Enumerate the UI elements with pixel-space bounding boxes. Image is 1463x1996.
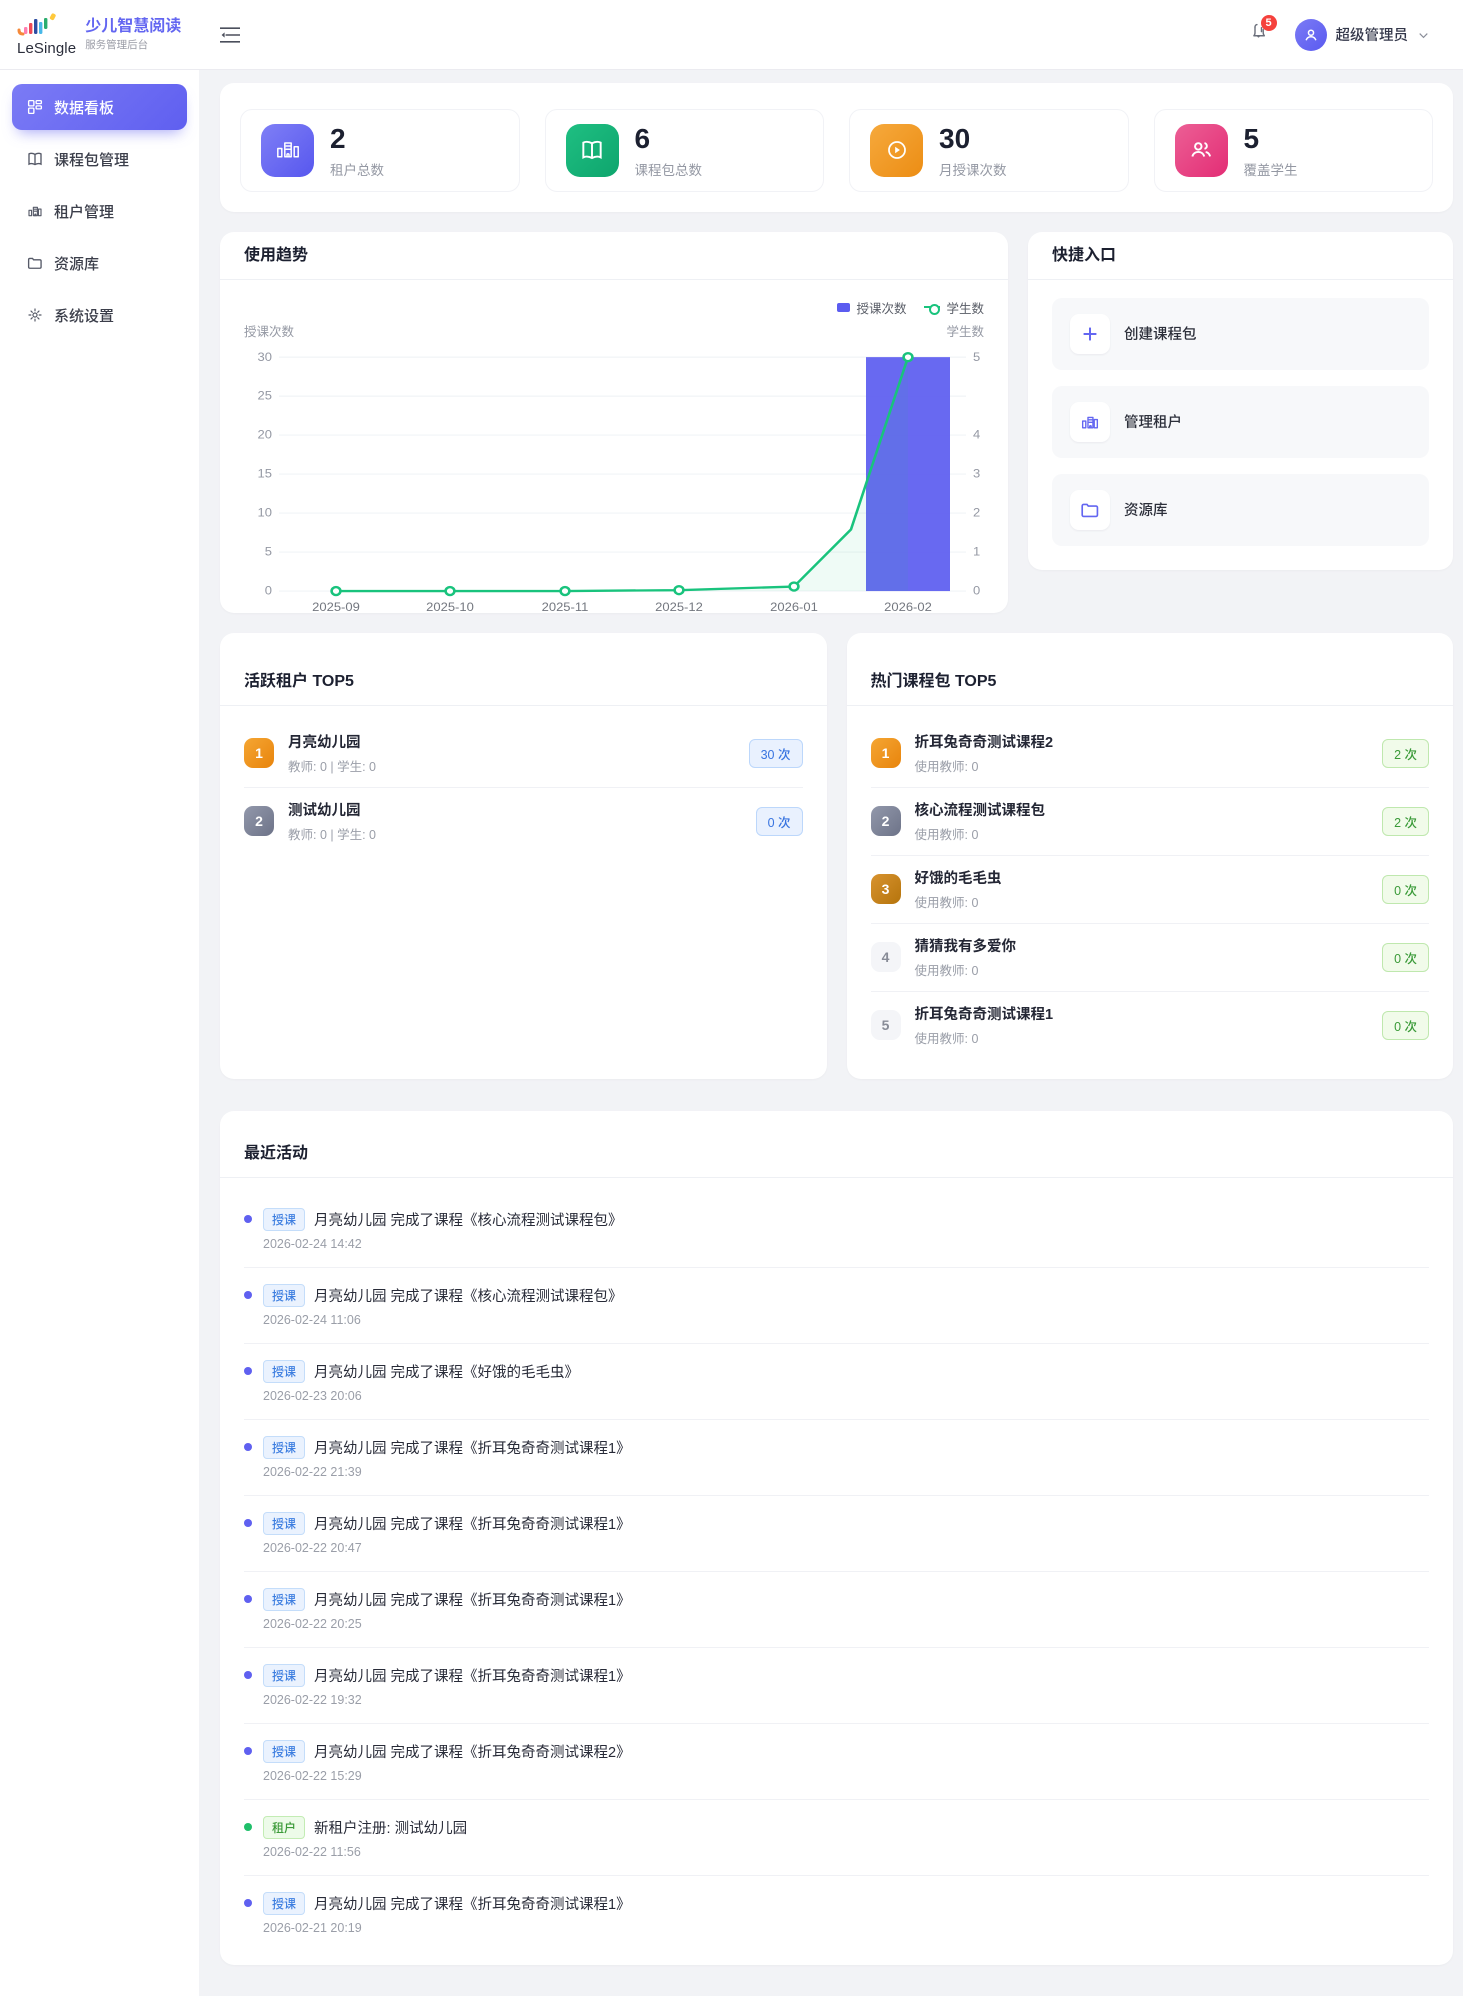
svg-text:5: 5 <box>973 350 980 363</box>
svg-text:5: 5 <box>265 545 272 558</box>
svg-text:2026-02: 2026-02 <box>884 600 932 610</box>
svg-text:2025-09: 2025-09 <box>312 600 360 610</box>
svg-text:2: 2 <box>973 506 980 519</box>
svg-text:0: 0 <box>265 584 272 597</box>
svg-text:15: 15 <box>258 467 273 480</box>
svg-text:30: 30 <box>258 350 273 363</box>
svg-text:3: 3 <box>973 467 980 480</box>
svg-text:0: 0 <box>973 584 980 597</box>
svg-text:2025-10: 2025-10 <box>426 600 474 610</box>
svg-text:4: 4 <box>973 428 980 441</box>
svg-text:2025-11: 2025-11 <box>542 600 589 610</box>
svg-text:2026-01: 2026-01 <box>770 600 818 610</box>
svg-text:10: 10 <box>258 506 273 519</box>
svg-text:1: 1 <box>973 545 980 558</box>
svg-text:20: 20 <box>258 428 273 441</box>
svg-text:2025-12: 2025-12 <box>655 600 703 610</box>
svg-text:25: 25 <box>258 389 273 402</box>
